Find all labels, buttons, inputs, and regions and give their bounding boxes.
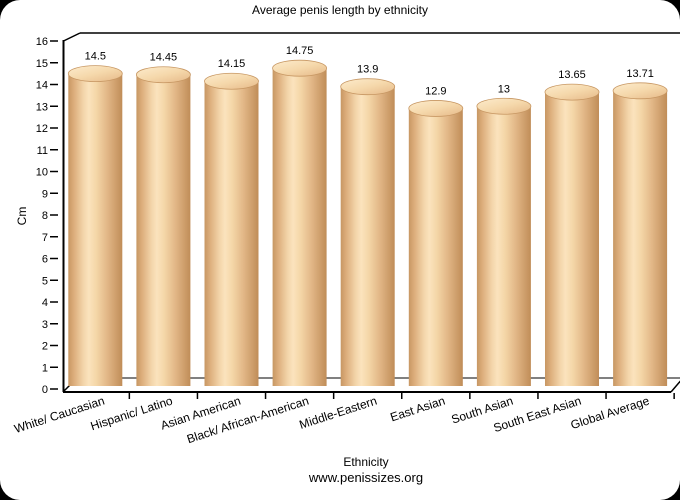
x-axis-ticks [128, 393, 675, 399]
y-tick-label: 16 [36, 36, 48, 48]
bar-global-average: 13.71 [612, 68, 668, 387]
bars-group: 14.5 14.45 14.15 14.75 13.9 12.9 13 13.65 13.71 [67, 45, 668, 387]
y-tick-label: 4 [42, 297, 48, 309]
y-tick-label: 8 [42, 210, 48, 222]
bar-south-asian: 13 [476, 83, 532, 386]
bar-body [613, 90, 668, 387]
bar-value-label: 13.9 [357, 64, 378, 76]
y-tick-label: 3 [42, 319, 48, 331]
bar-value-label: 14.15 [218, 58, 246, 70]
bar-east-asian: 12.9 [408, 85, 464, 387]
source-url: www.penissizes.org [308, 470, 423, 485]
bar-value-label: 13.71 [626, 68, 654, 80]
y-tick-label: 2 [42, 341, 48, 353]
bar-top-ellipse [272, 59, 328, 77]
bar-top-ellipse [204, 72, 259, 90]
y-tick-label: 15 [36, 58, 48, 70]
bar-body [204, 81, 259, 387]
x-category-label-east-asian: East Asian [388, 394, 446, 425]
bar-top-ellipse [340, 78, 396, 96]
y-tick-label: 9 [42, 188, 48, 200]
bar-black-african-american: 14.75 [272, 45, 328, 386]
bar-top-ellipse [408, 100, 464, 117]
x-category-label-global-average: Global Average [569, 393, 651, 432]
bar-top-ellipse [67, 65, 123, 83]
y-tick-label: 0 [42, 384, 48, 396]
bar-value-label: 14.75 [286, 45, 314, 57]
bar-value-label: 13 [498, 83, 510, 95]
bar-south-east-asian: 13.65 [544, 69, 600, 387]
y-tick-label: 1 [42, 362, 48, 374]
bar-top-ellipse [476, 97, 532, 115]
bar-top-ellipse [544, 83, 600, 101]
x-category-label-middle-eastern: Middle-Eastern [298, 394, 379, 432]
y-tick-label: 12 [36, 123, 48, 135]
chart-title: Average penis length by ethnicity [252, 3, 428, 17]
y-axis-title: Cm [15, 207, 29, 226]
bar-body [408, 108, 463, 387]
y-tick-label: 11 [37, 145, 48, 157]
bar-value-label: 14.5 [85, 51, 106, 63]
bar-hispanic-latino: 14.45 [135, 52, 191, 387]
bar-body [68, 73, 123, 386]
y-tick-label: 7 [42, 232, 48, 244]
top-left-depth-diagonal [63, 32, 81, 42]
bar-top-ellipse [135, 66, 191, 84]
y-tick-label: 6 [42, 254, 48, 266]
bar-body [545, 92, 599, 387]
bar-body [340, 86, 395, 387]
bar-top-ellipse [612, 82, 668, 100]
bar-body [476, 106, 531, 386]
y-tick-label: 5 [42, 275, 48, 287]
y-tick-label: 14 [36, 80, 48, 92]
bar-body [136, 74, 191, 387]
x-category-label-black-african-american: Black/ African-American [185, 394, 310, 447]
bar-body [272, 68, 327, 386]
y-tick-label: 10 [36, 167, 48, 179]
bar-middle-eastern: 13.9 [340, 64, 396, 387]
bottom-right-depth-diagonal [670, 380, 680, 393]
bar-value-label: 14.45 [150, 52, 178, 64]
y-tick-label: 13 [36, 101, 48, 113]
bar-asian-american: 14.15 [204, 58, 259, 387]
bar-value-label: 13.65 [558, 69, 586, 81]
x-axis-title: Ethnicity [343, 455, 388, 469]
bar-white-caucasian: 14.5 [67, 51, 123, 386]
bar-value-label: 12.9 [425, 85, 446, 97]
